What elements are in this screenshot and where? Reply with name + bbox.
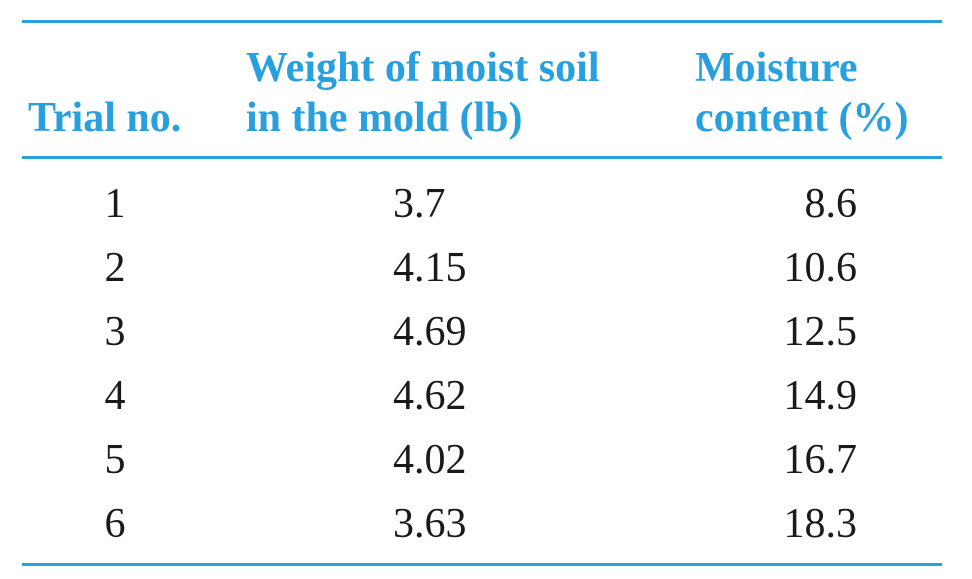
header-weight-line2: in the mold (lb) [246,95,523,141]
header-moisture: Moisture content (%) [695,43,908,143]
cell-weight: 4.15 [393,245,467,291]
cell-weight: 3.63 [393,501,467,547]
cell-moisture: 10.6 [783,245,858,291]
header-weight: Weight of moist soil in the mold (lb) [246,43,600,143]
cell-moisture: 14.9 [783,373,858,419]
table-row: 4 4.62 14.9 [0,364,972,428]
top-rule [22,20,942,23]
header-rule [22,156,942,159]
table-row: 1 3.7 8.6 [0,172,972,236]
cell-weight: 4.62 [393,373,467,419]
cell-moisture: 18.3 [783,501,858,547]
table-row: 5 4.02 16.7 [0,428,972,492]
cell-moisture: 16.7 [783,437,858,483]
header-weight-line1: Weight of moist soil [246,45,600,91]
header-moisture-line2: content (%) [695,95,909,141]
cell-trial: 3 [104,309,126,355]
cell-trial: 5 [104,437,126,483]
header-trial-label: Trial no. [28,95,182,141]
table-row: 3 4.69 12.5 [0,300,972,364]
header-moisture-line1: Moisture [695,45,858,91]
cell-trial: 1 [104,181,126,227]
cell-trial: 2 [104,245,126,291]
cell-trial: 6 [104,501,126,547]
cell-weight: 4.02 [393,437,467,483]
cell-trial: 4 [104,373,126,419]
cell-weight: 3.7 [393,181,446,227]
table-row: 2 4.15 10.6 [0,236,972,300]
header-trial-no: Trial no. [28,93,181,143]
cell-moisture: 12.5 [783,309,858,355]
bottom-rule [22,563,942,566]
cell-moisture: 8.6 [804,181,858,227]
table-row: 6 3.63 18.3 [0,492,972,556]
cell-weight: 4.69 [393,309,467,355]
